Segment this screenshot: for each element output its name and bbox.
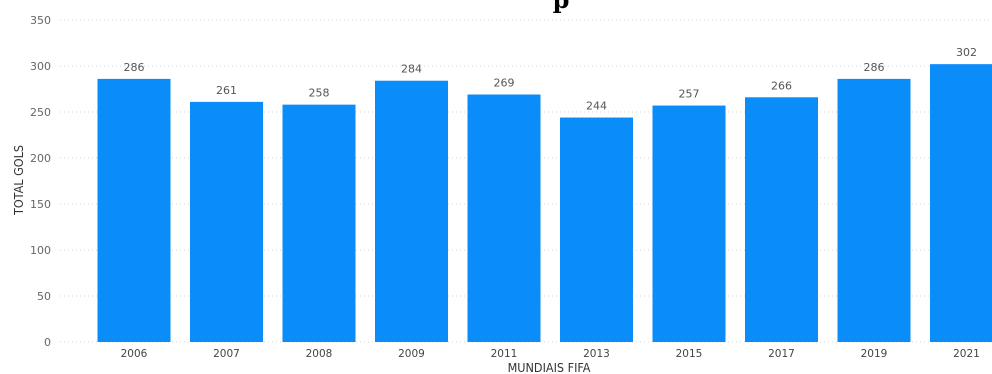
x-tick-label-2011: 2011 [491, 348, 518, 360]
x-tick-label-2017: 2017 [768, 348, 795, 360]
x-tick-label-2009: 2009 [398, 348, 425, 360]
x-tick-label-2019: 2019 [861, 348, 888, 360]
data-label-2019: 286 [864, 61, 885, 74]
x-tick-label-2021: 2021 [953, 348, 980, 360]
y-tick-label: 250 [30, 106, 51, 119]
data-label-2017: 266 [771, 79, 792, 92]
bar-2013 [560, 117, 633, 343]
y-tick-label: 100 [30, 244, 51, 257]
data-label-2009: 284 [401, 63, 422, 76]
x-tick-label-2013: 2013 [583, 348, 610, 360]
data-label-2013: 244 [586, 100, 607, 113]
bar-2009 [375, 80, 448, 342]
data-label-2011: 269 [494, 77, 515, 90]
y-axis-title: TOTAL GOLS [11, 145, 26, 216]
y-tick-label: 300 [30, 60, 51, 73]
data-label-2007: 261 [216, 84, 237, 97]
bar-2006 [97, 78, 171, 342]
chart-title: p [553, 0, 570, 14]
x-tick-label-2006: 2006 [121, 348, 148, 360]
bar-2015 [652, 105, 726, 342]
x-tick-label-2008: 2008 [306, 348, 333, 360]
y-axis-ticks: 0 50 100 150 200 250 300 350 [30, 14, 51, 349]
data-label-2021: 302 [956, 46, 977, 59]
bar-2021 [930, 64, 992, 342]
bar-2017 [745, 97, 818, 342]
bar-2011 [467, 94, 541, 343]
x-tick-label-2007: 2007 [213, 348, 240, 360]
bar-2019 [837, 78, 911, 342]
x-axis-title: MUNDIAIS FIFA [508, 360, 591, 374]
data-label-2006: 286 [124, 61, 145, 74]
y-tick-label: 150 [30, 198, 51, 211]
data-label-2015: 257 [679, 88, 700, 101]
gridlines [60, 19, 992, 343]
y-tick-label: 200 [30, 152, 51, 165]
data-label-2008: 258 [309, 87, 330, 100]
bar-2008 [282, 104, 356, 342]
bars [97, 64, 992, 343]
y-tick-label: 50 [37, 290, 51, 303]
x-tick-label-2015: 2015 [676, 348, 703, 360]
bar-2007 [190, 101, 263, 342]
data-labels: 286 261 258 284 269 244 257 266 286 302 [124, 46, 978, 112]
x-axis-ticks: 2006 2007 2008 2009 2011 2013 2015 2017 2019 2021 [121, 348, 980, 360]
y-tick-label: 350 [30, 14, 51, 27]
y-tick-label: 0 [44, 336, 51, 349]
